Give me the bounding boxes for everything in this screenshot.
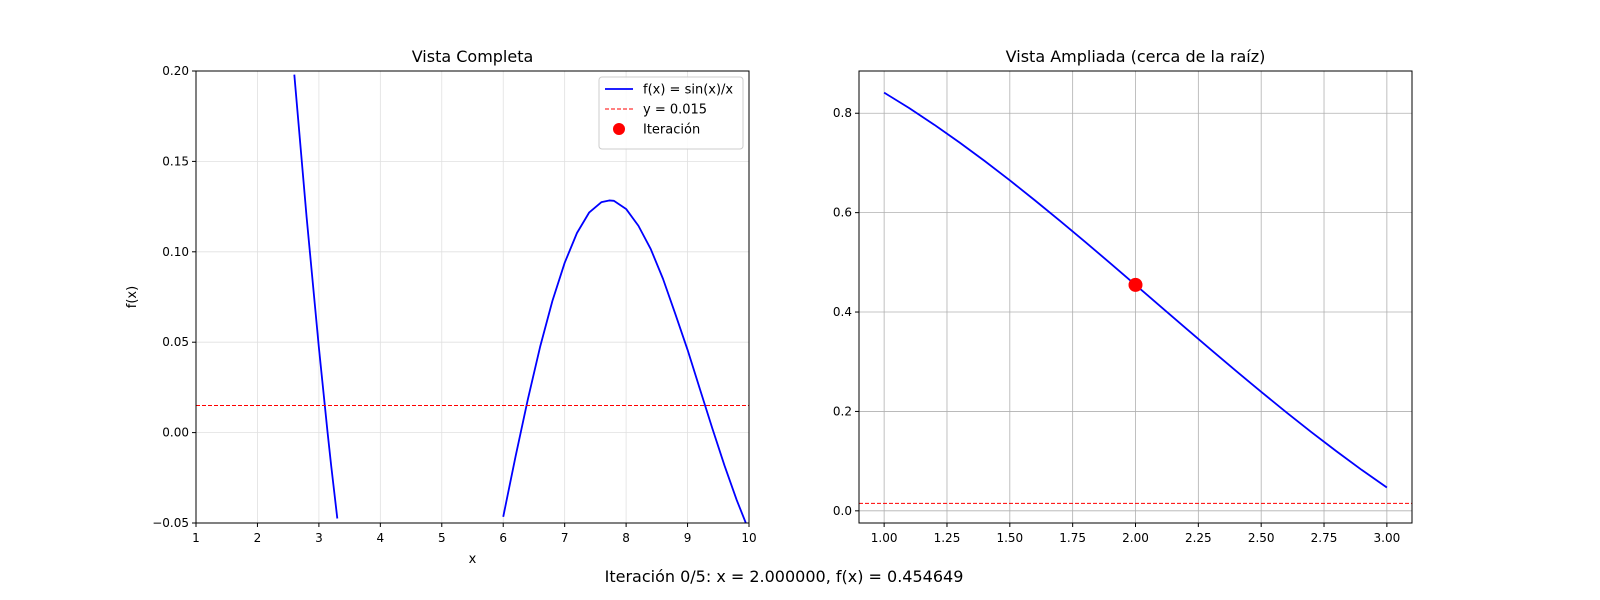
x-tick-label: 8 xyxy=(622,531,630,545)
x-tick-label: 9 xyxy=(684,531,692,545)
legend-label: Iteración xyxy=(643,123,700,138)
y-tick-label: 0.4 xyxy=(833,305,852,319)
x-axis-label: x xyxy=(469,552,477,567)
x-tick-label: 4 xyxy=(377,531,385,545)
chart-full-view: 1 2 3 4 5 6 7 8 9 10 −0.05 0.00 0.05 0.10 0.15 0.20 Vist… xyxy=(125,47,757,567)
series-line-f xyxy=(293,74,339,519)
x-tick-label: 2 xyxy=(254,531,262,545)
legend-swatch-marker xyxy=(613,123,625,135)
legend-label: f(x) = sin(x)/x xyxy=(643,83,733,98)
y-axis-label: f(x) xyxy=(125,286,140,308)
plot-frame xyxy=(195,70,750,524)
data-layer xyxy=(196,74,749,523)
y-tick-label: 0.20 xyxy=(162,64,189,78)
x-tick-label: 2.75 xyxy=(1311,531,1338,545)
y-tick-label: 0.00 xyxy=(162,426,189,440)
data-layer xyxy=(859,91,1412,504)
chart-zoom-view: 1.00 1.25 1.50 1.75 2.00 2.25 2.50 2.75 3.00 0.0 0… xyxy=(833,47,1413,545)
iteration-point xyxy=(1128,277,1143,292)
x-tick-label: 6 xyxy=(499,531,507,545)
y-tick-label: 0.0 xyxy=(833,504,852,518)
chart-title: Vista Completa xyxy=(412,47,534,66)
figure-suptitle: Iteración 0/5: x = 2.000000, f(x) = 0.45… xyxy=(605,567,964,586)
x-tick-label: 3.00 xyxy=(1374,531,1401,545)
x-tick-label: 1.00 xyxy=(871,531,898,545)
y-tick-label: 0.2 xyxy=(833,404,852,418)
x-tick-label: 2.50 xyxy=(1248,531,1275,545)
x-tick-label: 10 xyxy=(741,531,756,545)
chart-title: Vista Ampliada (cerca de la raíz) xyxy=(1006,47,1266,66)
x-tick-label: 5 xyxy=(438,531,446,545)
x-tick-label: 1 xyxy=(192,531,200,545)
legend: f(x) = sin(x)/x y = 0.015 Iteración xyxy=(598,76,744,150)
y-tick-label: 0.6 xyxy=(833,206,852,220)
x-tick-label: 1.50 xyxy=(996,531,1023,545)
x-tick-label: 7 xyxy=(561,531,569,545)
x-tick-label: 3 xyxy=(315,531,323,545)
y-tick-label: 0.15 xyxy=(162,154,189,168)
x-tick-label: 1.25 xyxy=(934,531,961,545)
legend-label: y = 0.015 xyxy=(643,103,707,118)
series-line-f xyxy=(502,199,747,523)
y-tick-label: 0.10 xyxy=(162,245,189,259)
y-tick-label: 0.8 xyxy=(833,106,852,120)
x-tick-label: 2.25 xyxy=(1185,531,1212,545)
y-tick-label: 0.05 xyxy=(162,335,189,349)
x-tick-label: 1.75 xyxy=(1059,531,1086,545)
legend-box xyxy=(598,76,744,150)
x-tick-label: 2.00 xyxy=(1122,531,1149,545)
y-tick-label: −0.05 xyxy=(152,516,189,530)
